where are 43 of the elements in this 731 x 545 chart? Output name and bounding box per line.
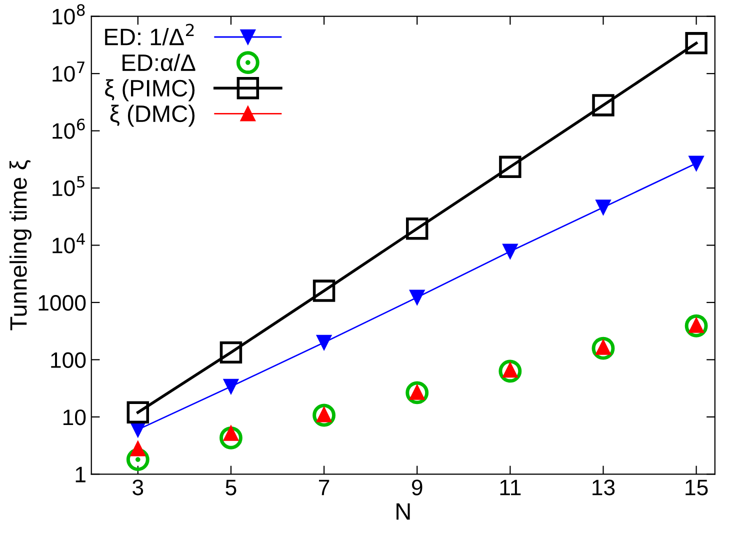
x-axis-title: N: [396, 503, 410, 520]
point: [312, 280, 336, 302]
y-tick-label: 10: [63, 409, 86, 426]
point: [406, 381, 429, 404]
point: [498, 360, 522, 383]
point: [592, 336, 615, 360]
legend-label: ξ (PIMC): [105, 79, 195, 102]
legend-label: ED: 1/Δ$^{2}$: [105, 24, 194, 46]
point: [596, 200, 611, 215]
point: [502, 244, 518, 260]
x-tick-label: 3: [132, 480, 144, 496]
y-tick-label: 10$^{4}$: [52, 233, 85, 254]
point: [406, 218, 428, 240]
point: [316, 334, 332, 350]
x-tick-label: 15: [686, 480, 708, 496]
point: [592, 94, 614, 116]
x-tick-label: 13: [592, 480, 615, 496]
y-tick-label: 100: [51, 352, 86, 368]
y-tick-label: 10$^{8}$: [52, 4, 85, 24]
x-tick-label: 9: [412, 480, 422, 496]
point: [688, 156, 704, 171]
point: [312, 404, 336, 427]
x-tick-label: 5: [226, 480, 236, 496]
x-tick-label: 11: [500, 480, 521, 496]
point: [499, 156, 522, 178]
y-tick-label: 10$^{5}$: [52, 176, 84, 196]
legend-label: ED:α/Δ: [122, 54, 196, 72]
point: [126, 401, 150, 424]
point: [684, 314, 708, 338]
y-tick-label: 1: [76, 466, 86, 482]
y-tick-label: 1000: [38, 295, 86, 311]
y-tick-label: 10$^{6}$: [52, 118, 85, 139]
legend-label: ξ (DMC): [110, 104, 195, 127]
point: [409, 290, 425, 305]
point: [685, 32, 708, 54]
point: [220, 426, 242, 450]
point: [130, 440, 146, 456]
point: [223, 378, 239, 394]
x-tick-label: 7: [319, 480, 330, 496]
y-tick-label: 10$^{7}$: [52, 62, 84, 82]
y-axis-title: Tunneling time ξ: [10, 160, 32, 330]
point: [126, 448, 150, 471]
point: [220, 341, 242, 364]
